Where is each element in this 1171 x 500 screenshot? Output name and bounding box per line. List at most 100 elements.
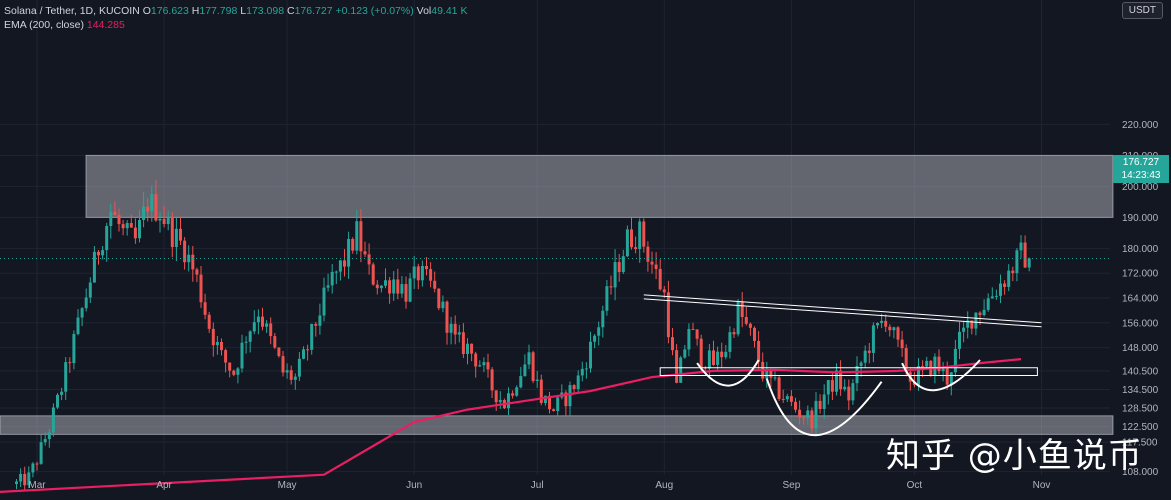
candle-body	[388, 280, 392, 294]
candle-body	[806, 410, 810, 419]
price-tick-label: 200.000	[1122, 182, 1159, 193]
candle-body	[23, 473, 27, 486]
ema-label[interactable]: EMA (200, close)	[4, 19, 84, 31]
candle-body	[789, 396, 793, 402]
open-value: 176.623	[150, 5, 189, 17]
candle-body	[593, 335, 597, 342]
chart-legend: Solana / Tether, 1D, KUCOIN O176.623 H17…	[4, 4, 467, 32]
candle-body	[548, 395, 551, 410]
candle-body	[453, 323, 457, 335]
candle-body	[355, 221, 359, 251]
candle-body	[302, 349, 305, 359]
volume-value: 49.41 K	[431, 5, 468, 17]
candle-body	[129, 223, 133, 228]
candle-body	[113, 211, 117, 216]
candle-body	[654, 264, 658, 269]
candle-body	[658, 268, 662, 290]
candle-body	[306, 349, 310, 351]
candle-body	[273, 336, 277, 348]
candle-body	[363, 251, 367, 255]
candle-body	[1003, 283, 1007, 287]
close-value: 176.727	[294, 5, 333, 17]
candle-body	[539, 379, 543, 403]
candle-body	[232, 370, 236, 375]
candle-body	[740, 301, 744, 318]
price-zones	[0, 154, 1114, 435]
candle-body	[379, 285, 383, 289]
current-price-label: 176.727 14:23:43	[1113, 155, 1169, 183]
candle-body	[671, 337, 674, 351]
candle-body	[794, 401, 797, 410]
candle-body	[56, 394, 59, 408]
candle-body	[757, 340, 761, 362]
candle-body	[80, 308, 84, 318]
candle-body	[39, 442, 43, 464]
candle-body	[420, 265, 424, 281]
price-tick-label: 128.500	[1122, 404, 1159, 415]
price-tick-label: 108.000	[1122, 467, 1159, 478]
candle-body	[720, 351, 724, 358]
candle-body	[511, 393, 515, 396]
candle-body	[974, 312, 978, 329]
price-tick-label: 134.500	[1122, 385, 1159, 396]
candle-body	[876, 323, 879, 326]
candle-body	[707, 350, 711, 369]
candle-body	[683, 349, 687, 358]
candle-body	[441, 301, 445, 309]
candle-body	[666, 292, 670, 338]
candle-body	[941, 368, 945, 372]
currency-badge[interactable]: USDT	[1121, 2, 1163, 19]
resistance-zone	[85, 154, 1114, 218]
bar-countdown: 14:23:43	[1121, 170, 1161, 181]
candle-body	[478, 365, 482, 367]
candle-body	[1011, 270, 1015, 274]
candle-body	[162, 218, 166, 225]
candle-body	[871, 325, 875, 353]
candle-body	[76, 317, 80, 334]
candle-body	[728, 332, 732, 352]
candle-body	[174, 228, 178, 247]
candle-body	[986, 298, 990, 310]
candle-body	[990, 296, 994, 299]
candle-body	[888, 326, 892, 331]
candle-body	[662, 289, 666, 293]
candle-body	[461, 332, 465, 354]
candle-body	[523, 364, 527, 377]
candle-body	[498, 399, 502, 403]
candle-body	[367, 254, 371, 265]
candle-body	[867, 350, 871, 353]
candle-body	[576, 375, 580, 390]
candle-body	[617, 262, 621, 273]
candle-body	[195, 269, 199, 275]
candle-body	[64, 362, 68, 392]
time-tick-label: Jun	[406, 480, 422, 491]
high-label: H	[191, 5, 200, 17]
candle-body	[597, 327, 601, 336]
candle-body	[338, 260, 342, 272]
candle-body	[289, 370, 293, 380]
candle-body	[519, 376, 523, 388]
candle-body	[679, 357, 683, 383]
candle-body	[146, 206, 150, 212]
candle-body	[375, 284, 379, 289]
grid	[0, 0, 1110, 475]
candle-body	[15, 481, 18, 484]
candle-body	[785, 396, 789, 400]
candle-body	[601, 310, 605, 328]
candle-body	[826, 380, 830, 395]
low-value: 173.098	[246, 5, 285, 17]
price-tick-label: 164.000	[1122, 294, 1159, 305]
time-tick-label: Apr	[156, 480, 172, 491]
candle-body	[203, 302, 207, 315]
candle-body	[724, 351, 728, 358]
candle-body	[691, 329, 695, 331]
candle-body	[843, 386, 847, 390]
price-tick-label: 220.000	[1122, 120, 1159, 131]
candle-body	[425, 265, 428, 270]
time-tick-label: Nov	[1033, 480, 1051, 491]
candle-body	[552, 409, 556, 412]
candle-body	[416, 266, 420, 281]
candle-body	[314, 323, 318, 326]
candle-body	[921, 366, 925, 368]
